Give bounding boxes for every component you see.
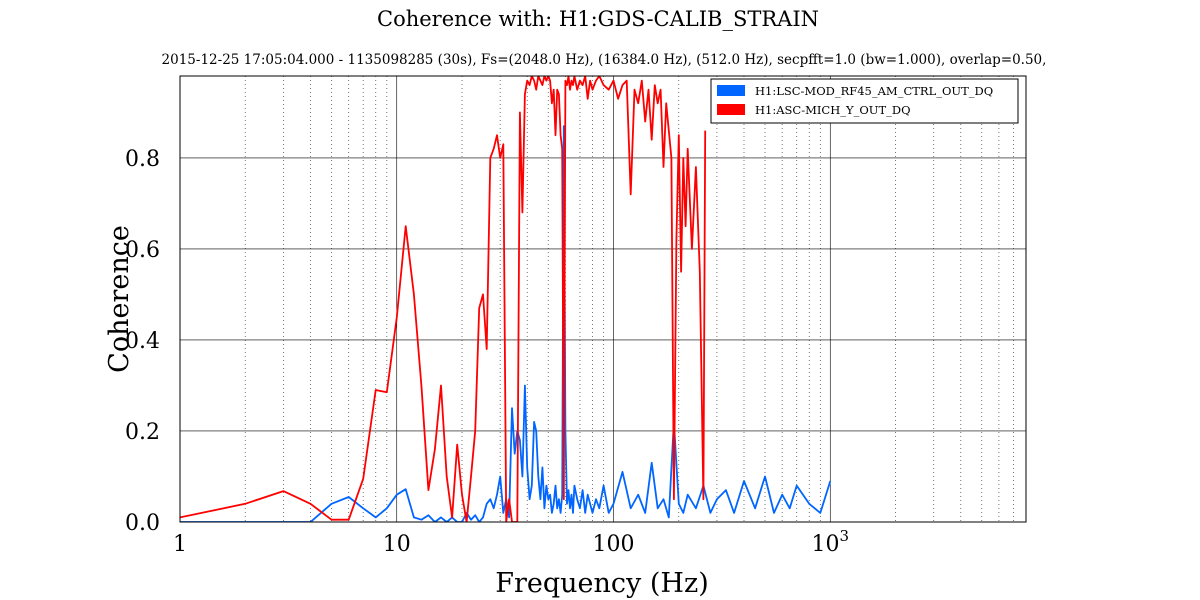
- y-tick-label: 0.0: [125, 511, 160, 536]
- y-tick-label: 0.4: [125, 329, 160, 354]
- series-line-1: [180, 125, 832, 522]
- legend: H1:LSC-MOD_RF45_AM_CTRL_OUT_DQ H1:ASC-MI…: [710, 78, 1019, 124]
- y-tick-label: 0.8: [125, 147, 160, 172]
- y-axis-label: Coherence: [104, 225, 135, 373]
- chart-title: Coherence with: H1:GDS-CALIB_STRAIN: [377, 7, 819, 31]
- series-line-2: [180, 76, 707, 522]
- x-tick-label: 103: [811, 527, 849, 557]
- plot-background: [180, 76, 1026, 522]
- legend-label-series-2: H1:ASC-MICH_Y_OUT_DQ: [755, 103, 911, 117]
- legend-swatch-series-2: [717, 104, 745, 115]
- axis-ticks: 1 10 100 103 0.0 0.2 0.4 0.6 0.8: [125, 147, 849, 557]
- x-tick-label: 10: [383, 532, 411, 557]
- plot-frame: [179, 75, 1027, 523]
- legend-label-series-1: H1:LSC-MOD_RF45_AM_CTRL_OUT_DQ: [755, 84, 993, 98]
- y-tick-label: 0.2: [125, 420, 160, 445]
- chart-subtitle: 2015-12-25 17:05:04.000 - 1135098285 (30…: [162, 52, 1047, 68]
- legend-swatch-series-1: [717, 85, 745, 96]
- legend-box: [710, 78, 1019, 124]
- x-tick-label: 100: [593, 532, 635, 557]
- x-tick-label: 1: [173, 532, 187, 557]
- y-tick-label: 0.6: [125, 238, 160, 263]
- x-axis-label: Frequency (Hz): [495, 568, 708, 599]
- plot-lines: [180, 76, 832, 522]
